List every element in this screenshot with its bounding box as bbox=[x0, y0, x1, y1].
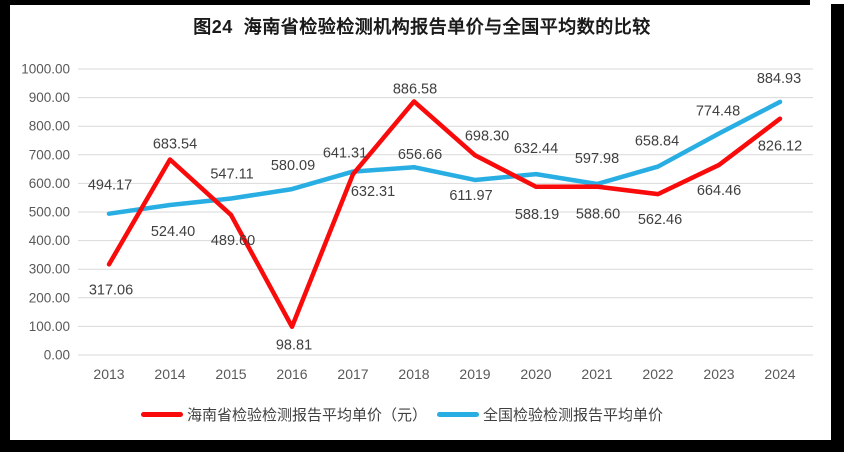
legend-item-hainan: 海南省检验检测报告平均单价（元） bbox=[141, 404, 427, 425]
x-tick-label: 2024 bbox=[764, 366, 795, 382]
y-tick-label: 200.00 bbox=[29, 290, 70, 305]
y-tick-label: 0.00 bbox=[44, 348, 70, 363]
y-tick-label: 500.00 bbox=[29, 205, 70, 220]
data-label-series-0: 683.54 bbox=[153, 137, 197, 153]
data-label-series-0: 489.60 bbox=[211, 233, 255, 249]
data-label-series-1: 580.09 bbox=[271, 158, 315, 174]
y-tick-label: 100.00 bbox=[29, 319, 70, 334]
x-tick-label: 2016 bbox=[276, 366, 307, 382]
x-tick-label: 2019 bbox=[459, 366, 490, 382]
x-tick-label: 2023 bbox=[703, 366, 734, 382]
data-label-series-1: 494.17 bbox=[88, 178, 132, 194]
x-tick-label: 2018 bbox=[398, 366, 429, 382]
data-label-series-0: 826.12 bbox=[758, 139, 802, 155]
data-label-series-0: 698.30 bbox=[465, 128, 509, 144]
data-label-series-1: 884.93 bbox=[757, 71, 801, 87]
x-tick-label: 2017 bbox=[337, 366, 368, 382]
data-label-series-0: 886.58 bbox=[393, 81, 437, 97]
data-label-series-1: 658.84 bbox=[635, 134, 679, 150]
x-tick-label: 2014 bbox=[154, 366, 185, 382]
legend-label-national: 全国检验检测报告平均单价 bbox=[483, 407, 664, 424]
frame-border-left bbox=[0, 0, 10, 452]
data-label-series-0: 317.06 bbox=[89, 282, 133, 298]
data-label-series-1: 641.31 bbox=[323, 146, 367, 162]
y-tick-label: 800.00 bbox=[29, 119, 70, 134]
frame-border-right bbox=[831, 4, 844, 452]
data-label-series-1: 611.97 bbox=[449, 188, 492, 204]
data-label-series-0: 562.46 bbox=[638, 212, 682, 228]
y-tick-label: 300.00 bbox=[29, 262, 70, 277]
y-tick-label: 1000.00 bbox=[21, 62, 70, 77]
y-tick-label: 600.00 bbox=[29, 176, 70, 191]
chart-legend: 海南省检验检测报告平均单价（元） 全国检验检测报告平均单价 bbox=[141, 404, 663, 425]
chart-title: 图24 海南省检验检测机构报告单价与全国平均数的比较 bbox=[193, 17, 651, 37]
data-label-series-1: 597.98 bbox=[575, 151, 619, 167]
data-label-series-0: 632.31 bbox=[351, 184, 395, 200]
legend-item-national: 全国检验检测报告平均单价 bbox=[437, 404, 663, 425]
x-tick-label: 2015 bbox=[215, 366, 246, 382]
legend-label-hainan: 海南省检验检测报告平均单价（元） bbox=[187, 407, 428, 424]
y-tick-label: 400.00 bbox=[29, 233, 70, 248]
data-label-series-1: 656.66 bbox=[398, 147, 442, 163]
data-label-series-1: 774.48 bbox=[696, 103, 740, 119]
series-line-1 bbox=[106, 99, 783, 216]
legend-line-swatch-hainan bbox=[141, 412, 183, 417]
x-tick-label: 2021 bbox=[581, 366, 612, 382]
data-label-series-1: 547.11 bbox=[210, 167, 253, 183]
series-line-0 bbox=[106, 99, 783, 329]
data-label-series-1: 632.44 bbox=[514, 141, 558, 157]
legend-line-swatch-national bbox=[437, 412, 480, 417]
frame-border-top bbox=[0, 0, 810, 5]
x-tick-label: 2020 bbox=[520, 366, 551, 382]
x-tick-label: 2013 bbox=[93, 366, 124, 382]
data-label-series-0: 588.60 bbox=[576, 207, 620, 223]
y-tick-label: 700.00 bbox=[29, 147, 70, 162]
data-label-series-0: 588.19 bbox=[515, 207, 559, 223]
data-label-series-0: 664.46 bbox=[697, 183, 741, 199]
x-tick-label: 2022 bbox=[642, 366, 673, 382]
data-label-series-0: 98.81 bbox=[276, 338, 312, 354]
frame-border-bottom bbox=[0, 440, 844, 452]
y-tick-label: 900.00 bbox=[29, 90, 70, 105]
data-label-series-1: 524.40 bbox=[151, 224, 195, 240]
